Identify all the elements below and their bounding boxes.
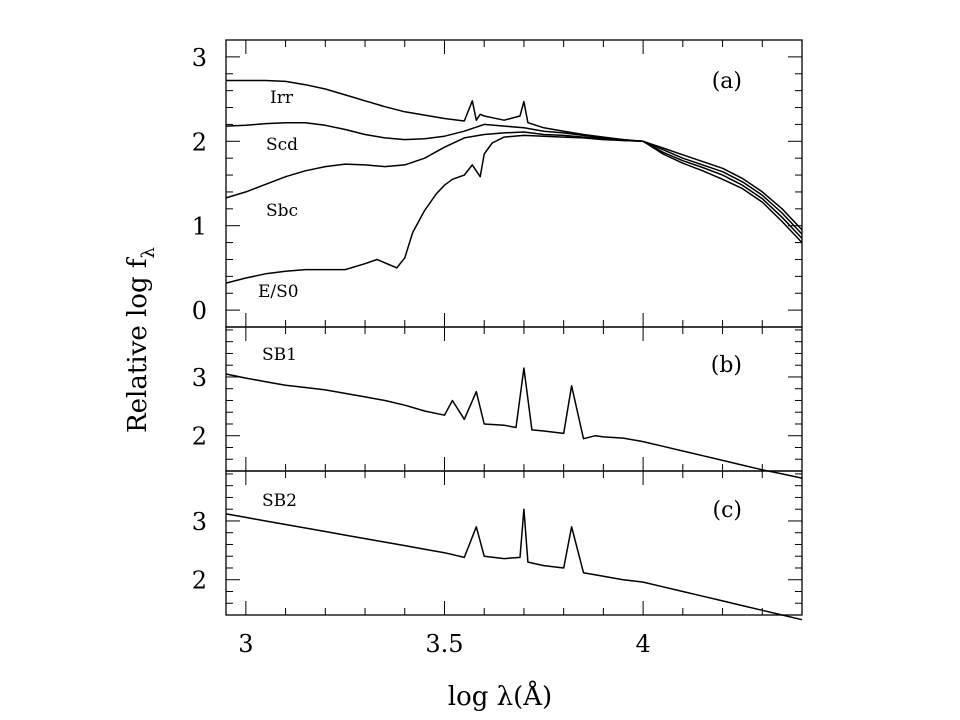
x-tick-label: 3.5 <box>425 630 463 658</box>
y-tick-label: 1 <box>192 213 207 241</box>
y-tick-label: 0 <box>192 297 207 325</box>
y-axis-label: Relative log fλ <box>123 247 159 433</box>
x-axis-label: log λ(Å) <box>448 680 552 712</box>
panel-c: 2 3 SB2 (c) <box>192 470 803 621</box>
series-label: Irr <box>270 88 294 108</box>
series-label: Sbc <box>266 201 298 221</box>
series-line-irr <box>226 79 803 231</box>
series-label: E/S0 <box>258 282 299 302</box>
panel-frame <box>225 326 803 472</box>
panel-label: (b) <box>711 353 742 378</box>
series-line-sbc <box>225 131 803 239</box>
y-tick-label: 2 <box>192 423 207 451</box>
series-line-sb2 <box>225 508 803 621</box>
series-line-scd <box>225 121 803 235</box>
y-tick-label: 3 <box>192 364 207 392</box>
x-tick-label: 4 <box>635 630 650 658</box>
series-label: SB2 <box>262 491 297 511</box>
y-tick-label: 2 <box>192 128 207 156</box>
series-line-sb1 <box>225 367 803 479</box>
panel-b: 2 3 SB1 (b) <box>192 326 803 479</box>
panel-label: (c) <box>713 498 743 523</box>
series-line-es0 <box>225 134 803 284</box>
panel-label: (a) <box>712 69 742 94</box>
series-label: Scd <box>266 135 298 155</box>
panel-a: 0 1 2 3 Irr Scd Sbc E/S0 (a) <box>192 39 803 328</box>
series-label: SB1 <box>262 345 297 365</box>
y-tick-label: 3 <box>192 44 207 72</box>
y-axis-label-subscript: λ <box>138 247 159 258</box>
x-tick-label: 3 <box>238 630 253 658</box>
y-tick-label: 3 <box>192 508 207 536</box>
y-tick-label: 2 <box>192 567 207 595</box>
panel-frame <box>225 470 803 616</box>
